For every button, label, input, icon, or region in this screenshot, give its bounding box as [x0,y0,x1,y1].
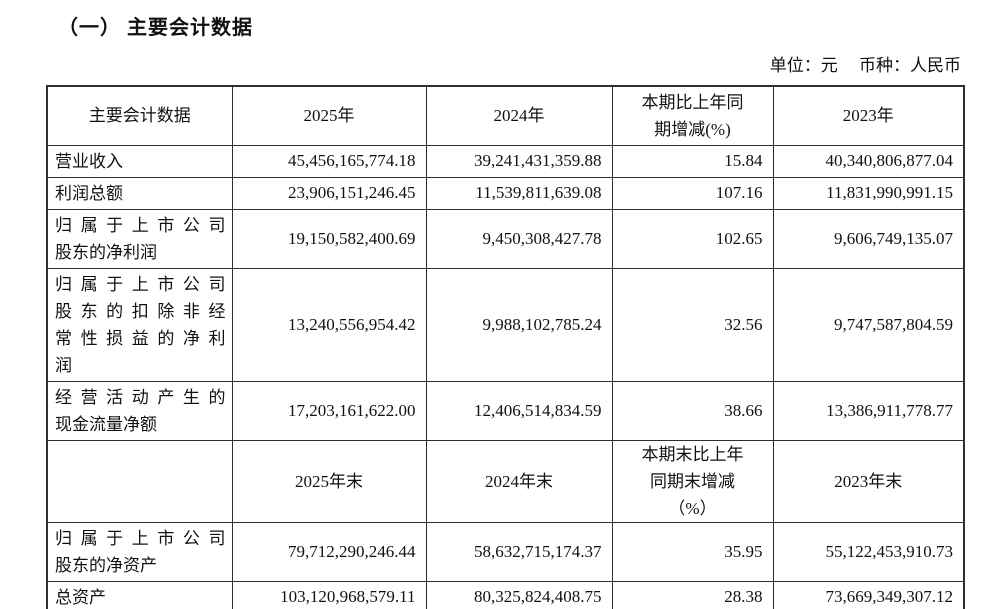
cell-deducted-net-profit-change: 32.56 [611,267,774,382]
cell-net-profit-change: 102.65 [611,208,774,269]
cell-net-profit-2025: 19,150,582,400.69 [231,208,427,269]
cell-total-profit-2025: 23,906,151,246.45 [231,176,427,210]
row-label-revenue: 营业收入 [46,144,233,178]
cell-total-assets-change: 28.38 [611,580,774,609]
cell-net-assets-2025: 79,712,290,246.44 [231,521,427,582]
cell-operating-cash-flow-2025: 17,203,161,622.00 [231,380,427,441]
col-header-2023: 2023年 [772,85,965,146]
col-header-2024: 2024年 [425,85,613,146]
row-label-net-assets: 归属于上市公司 股东的净资产 [46,521,233,582]
cell-operating-cash-flow-2023: 13,386,911,778.77 [772,380,965,441]
table-row-total-assets: 总资产 103,120,968,579.11 80,325,824,408.75… [46,580,965,609]
cell-revenue-2025: 45,456,165,774.18 [231,144,427,178]
table-row-revenue: 营业收入 45,456,165,774.18 39,241,431,359.88… [46,144,965,178]
table-row-deducted-net-profit: 归属于上市公司 股东的扣除非经 常性损益的净利 润 13,240,556,954… [46,267,965,382]
col-header-end-2025: 2025年末 [231,439,427,523]
row-label-total-profit: 利润总额 [46,176,233,210]
col-header-endperiod-label [46,439,233,523]
row-label-operating-cash-flow: 经营活动产生的 现金流量净额 [46,380,233,441]
col-header-change: 本期比上年同 期增减(%) [611,85,774,146]
cell-operating-cash-flow-change: 38.66 [611,380,774,441]
cell-operating-cash-flow-2024: 12,406,514,834.59 [425,380,613,441]
row-label-deducted-net-profit: 归属于上市公司 股东的扣除非经 常性损益的净利 润 [46,267,233,382]
cell-revenue-change: 15.84 [611,144,774,178]
col-header-label: 主要会计数据 [46,85,233,146]
table-row-net-assets: 归属于上市公司 股东的净资产 79,712,290,246.44 58,632,… [46,521,965,582]
cell-total-assets-2024: 80,325,824,408.75 [425,580,613,609]
cell-net-assets-change: 35.95 [611,521,774,582]
col-header-2025: 2025年 [231,85,427,146]
endperiod-header-row: 2025年末 2024年末 本期末比上年 同期末增减 （%） 2023年末 [46,439,965,523]
cell-revenue-2024: 39,241,431,359.88 [425,144,613,178]
row-label-net-profit: 归属于上市公司 股东的净利润 [46,208,233,269]
cell-revenue-2023: 40,340,806,877.04 [772,144,965,178]
cell-net-profit-2023: 9,606,749,135.07 [772,208,965,269]
table-row-operating-cash-flow: 经营活动产生的 现金流量净额 17,203,161,622.00 12,406,… [46,380,965,441]
cell-total-profit-2024: 11,539,811,639.08 [425,176,613,210]
cell-net-profit-2024: 9,450,308,427.78 [425,208,613,269]
col-header-end-change: 本期末比上年 同期末增减 （%） [611,439,774,523]
key-accounting-data-table: 主要会计数据 2025年 2024年 本期比上年同 期增减(%) 2023年 营… [46,85,965,609]
cell-net-assets-2023: 55,122,453,910.73 [772,521,965,582]
cell-deducted-net-profit-2023: 9,747,587,804.59 [772,267,965,382]
col-header-end-2024: 2024年末 [425,439,613,523]
col-header-end-2023: 2023年末 [772,439,965,523]
cell-net-assets-2024: 58,632,715,174.37 [425,521,613,582]
table-row-net-profit: 归属于上市公司 股东的净利润 19,150,582,400.69 9,450,3… [46,208,965,269]
cell-total-profit-change: 107.16 [611,176,774,210]
cell-deducted-net-profit-2025: 13,240,556,954.42 [231,267,427,382]
cell-total-profit-2023: 11,831,990,991.15 [772,176,965,210]
cell-total-assets-2025: 103,120,968,579.11 [231,580,427,609]
period-header-row: 主要会计数据 2025年 2024年 本期比上年同 期增减(%) 2023年 [46,85,965,146]
row-label-total-assets: 总资产 [46,580,233,609]
cell-total-assets-2023: 73,669,349,307.12 [772,580,965,609]
unit-currency-note: 单位：元 币种：人民币 [769,56,961,75]
cell-deducted-net-profit-2024: 9,988,102,785.24 [425,267,613,382]
table-row-total-profit: 利润总额 23,906,151,246.45 11,539,811,639.08… [46,176,965,210]
section-title: （一） 主要会计数据 [58,17,253,39]
